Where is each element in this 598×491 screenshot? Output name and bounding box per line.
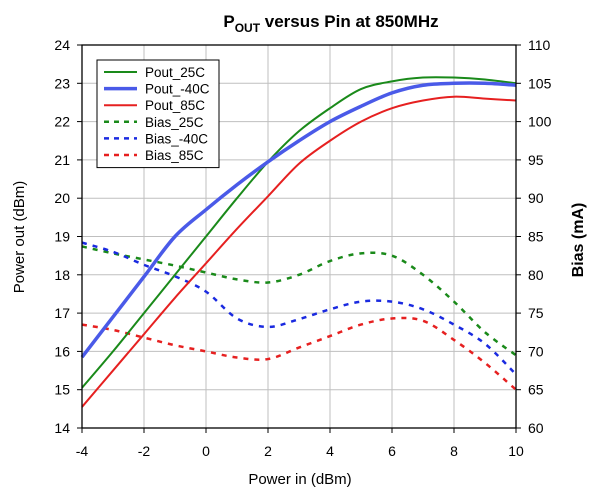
y-right-tick-label: 105 (528, 75, 552, 91)
y-right-tick-label: 60 (528, 420, 544, 436)
legend-box (96, 59, 220, 169)
series-line-bias-25c (81, 245, 517, 357)
y-left-tick-label: 19 (54, 229, 70, 245)
y-left-tick-label: 22 (54, 114, 70, 130)
x-tick-label: 6 (388, 443, 396, 459)
tick-marks (77, 44, 521, 433)
legend-label-pout-25c: Pout_25C (145, 65, 205, 80)
y-left-tick-label: 16 (54, 343, 70, 359)
legend-label-pout-40c: Pout_-40C (145, 82, 210, 97)
series-line-pout-25c (81, 76, 517, 389)
series-line-pout-85c (81, 95, 517, 408)
series-line-bias-85c (81, 316, 517, 391)
x-tick-label: 2 (264, 443, 272, 459)
x-tick-label: -4 (76, 443, 89, 459)
legend-label-pout-85c: Pout_85C (145, 98, 205, 113)
y-right-tick-label: 95 (528, 152, 544, 168)
y-right-axis-label: Bias (mA) (570, 203, 587, 278)
y-right-tick-label: 85 (528, 229, 544, 245)
series-layer (80, 76, 517, 408)
x-tick-label: 10 (508, 443, 524, 459)
x-axis-ticks: -4 -2 0 2 4 6 8 10 (76, 443, 524, 459)
x-tick-label: -2 (138, 443, 151, 459)
y-left-tick-label: 14 (54, 420, 70, 436)
legend-label-bias-85c: Bias_85C (145, 148, 204, 163)
y-left-axis-ticks: 14 15 16 17 18 19 20 21 22 23 24 (54, 37, 70, 436)
x-axis-label: Power in (dBm) (248, 471, 351, 488)
y-left-tick-label: 24 (54, 37, 70, 53)
series-line-pout-40c (80, 81, 517, 359)
x-tick-label: 8 (450, 443, 458, 459)
y-left-tick-label: 21 (54, 152, 70, 168)
y-left-tick-label: 20 (54, 190, 70, 206)
y-left-tick-label: 18 (54, 267, 70, 283)
y-right-tick-label: 110 (528, 37, 551, 53)
x-tick-label: 0 (202, 443, 210, 459)
x-tick-label: 4 (326, 443, 334, 459)
y-right-tick-label: 100 (528, 114, 552, 130)
y-right-tick-label: 75 (528, 305, 544, 321)
y-right-tick-label: 65 (528, 382, 544, 398)
y-right-tick-label: 90 (528, 190, 544, 206)
y-left-axis-label: Power out (dBm) (11, 181, 28, 294)
legend-label-bias-40c: Bias_-40C (145, 131, 208, 146)
y-right-axis-ticks: 60 65 70 75 80 85 90 95 100 105 110 (528, 37, 552, 436)
y-right-tick-label: 80 (528, 267, 544, 283)
y-left-tick-label: 23 (54, 75, 70, 91)
y-left-tick-label: 15 (54, 382, 70, 398)
y-left-tick-label: 17 (54, 305, 70, 321)
legend-label-bias-25c: Bias_25C (145, 115, 204, 130)
chart-title: POUT versus Pin at 850MHz (223, 12, 438, 35)
y-right-tick-label: 70 (528, 343, 544, 359)
